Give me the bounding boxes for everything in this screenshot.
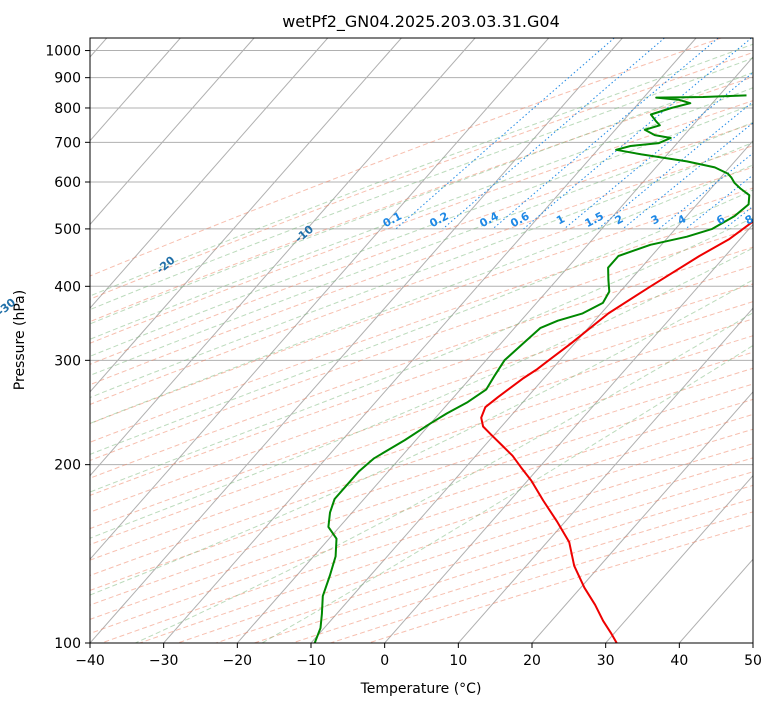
y-tick-label: 400 bbox=[54, 279, 81, 295]
plot-background bbox=[90, 38, 753, 643]
dry-adiabat-line bbox=[90, 145, 753, 386]
x-axis-title: Temperature (°C) bbox=[360, 681, 482, 697]
x-tick-label: −40 bbox=[75, 653, 105, 669]
dry-adiabat-line bbox=[90, 207, 753, 443]
dewpoint-line bbox=[313, 94, 751, 643]
moist-adiabat-line bbox=[135, 312, 753, 643]
plot-frame bbox=[89, 37, 754, 644]
x-tick-label: 50 bbox=[744, 653, 762, 669]
y-axis-title: Pressure (hPa) bbox=[12, 290, 28, 390]
dry-adiabat-line bbox=[90, 383, 753, 606]
moist-adiabat-line bbox=[90, 141, 753, 399]
mixing-ratio-line bbox=[492, 38, 719, 230]
x-tick-label: 0 bbox=[380, 653, 389, 669]
dry-adiabat-line bbox=[90, 301, 753, 530]
guide-lines bbox=[90, 38, 753, 643]
y-tick-label: 800 bbox=[54, 101, 81, 117]
dry-adiabat-line bbox=[90, 51, 753, 300]
isotherm-line bbox=[531, 391, 753, 643]
moist-adiabat-line bbox=[90, 217, 753, 493]
profile-lines bbox=[313, 94, 753, 643]
moist-adiabat-line bbox=[90, 279, 753, 596]
x-tick-label: −10 bbox=[296, 653, 326, 669]
y-tick-label: 600 bbox=[54, 175, 81, 191]
dry-adiabat-line bbox=[90, 227, 753, 462]
mixing-ratio-line bbox=[395, 38, 615, 230]
mixing-ratio-line bbox=[442, 38, 665, 230]
mixing-ratio-line bbox=[523, 38, 752, 230]
x-tick-label: −20 bbox=[223, 653, 253, 669]
x-tick-label: 20 bbox=[523, 653, 541, 669]
isotherm-line bbox=[90, 38, 550, 561]
isotherm-line bbox=[90, 38, 329, 309]
mixing-ratio-line bbox=[752, 228, 753, 229]
temperature-line bbox=[480, 220, 753, 643]
chart-title: wetPf2_GN04.2025.203.03.31.G04 bbox=[282, 12, 560, 32]
y-tick-label: 500 bbox=[54, 222, 81, 238]
mixing-ratio-line bbox=[563, 71, 753, 230]
y-tick-label: 1000 bbox=[45, 44, 81, 60]
axes: −40 −30 −20 −10 0 10 20 30 40 50 100 200 300 400 500 60… bbox=[45, 44, 762, 669]
isotherm-line bbox=[236, 56, 753, 643]
mixing-ratio-line bbox=[658, 152, 753, 230]
dry-adiabat-line bbox=[90, 318, 753, 546]
dry-adiabat-line bbox=[90, 38, 722, 277]
y-tick-label: 200 bbox=[54, 458, 81, 474]
isotherm-line bbox=[90, 38, 476, 477]
isotherm-line bbox=[90, 38, 402, 393]
moist-adiabat-line bbox=[90, 103, 753, 357]
x-tick-label: 30 bbox=[597, 653, 615, 669]
x-tick-label: 40 bbox=[670, 653, 688, 669]
isotherm-line bbox=[163, 38, 697, 643]
y-tick-label: 900 bbox=[54, 71, 81, 87]
dry-adiabat-line bbox=[90, 166, 753, 405]
moist-adiabat-line bbox=[90, 71, 753, 325]
dry-adiabat-line bbox=[90, 367, 753, 591]
isotherm-line bbox=[90, 38, 255, 226]
y-tick-label: 300 bbox=[54, 353, 81, 369]
y-tick-label: 700 bbox=[54, 135, 81, 151]
moist-adiabat-line bbox=[261, 344, 753, 643]
isotherm-line bbox=[457, 307, 753, 643]
moist-adiabat-line bbox=[90, 57, 753, 311]
dry-adiabat-line bbox=[90, 246, 753, 479]
moist-adiabat-line bbox=[90, 43, 753, 297]
moist-adiabat-line bbox=[90, 164, 753, 424]
isotherm-line bbox=[384, 223, 753, 643]
x-tick-label: 10 bbox=[449, 653, 467, 669]
isotherm-line bbox=[752, 642, 753, 643]
dry-adiabat-line bbox=[90, 265, 753, 496]
isotherm-line bbox=[90, 38, 181, 142]
dry-adiabat-line bbox=[90, 335, 753, 561]
dry-adiabat-line bbox=[90, 100, 753, 344]
y-tick-label: 100 bbox=[54, 636, 81, 652]
dry-adiabat-line bbox=[90, 283, 753, 513]
dry-adiabat-line bbox=[90, 76, 753, 323]
x-tick-label: −30 bbox=[149, 653, 179, 669]
